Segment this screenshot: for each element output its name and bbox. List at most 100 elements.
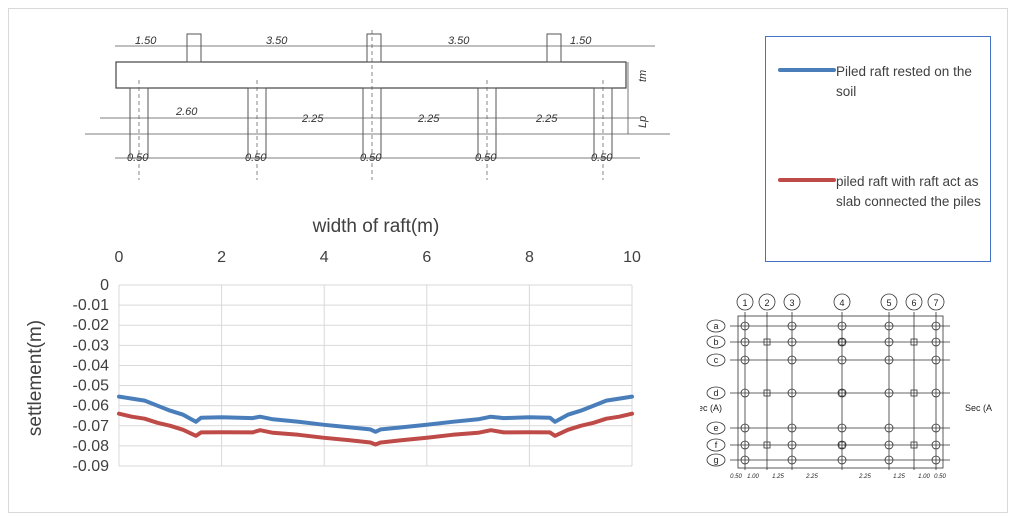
y-tick-label: -0.05 [73,378,110,395]
plan-row-bubble [706,453,726,467]
y-tick-label: -0.04 [73,357,110,374]
pile-circle-symbol [931,337,941,347]
pile-circle-symbol [931,423,941,433]
plan-bottom-dim: 1.00 [918,474,930,480]
dim-top-2: 3.50 [266,35,288,47]
pile-circle-symbol [837,355,847,365]
pile-circle-symbol [884,355,894,365]
x-tick-label: 8 [525,249,534,266]
y-tick-label: -0.06 [73,398,110,415]
axis-ticks: 0 -0.01 -0.02 -0.03 -0.04 -0.05 -0.06 -0.07 -0.0… [73,249,641,475]
pile-circle-symbol [884,321,894,331]
y-tick-label: -0.09 [73,458,110,475]
figure-frame [8,8,1008,513]
plan-row-label: a [713,321,718,331]
plan-column-label: 1 [742,298,747,308]
dim-pile-3: 0.50 [360,152,382,164]
pile-circle-symbol [837,440,847,450]
plan-row-label: c [714,355,719,365]
x-tick-label: 2 [217,249,226,266]
pile-circle-symbol [740,440,750,450]
pile-square-symbol [763,441,771,449]
legend-label-slab: piled raft with raft act as slab connect… [836,174,981,209]
pile-circle-symbol [837,337,847,347]
pile-circle-symbol [787,388,797,398]
dim-top-3: 3.50 [448,35,470,47]
x-tick-label: 6 [422,249,431,266]
plan-row-bubble [706,353,726,367]
pile-circle-symbol [837,321,847,331]
legend-swatch-slab [778,178,836,182]
x-axis-title: width of raft(m) [312,216,440,237]
plan-column-label: 7 [933,298,938,308]
plan-row-label: b [713,337,718,347]
series-line-1 [117,411,634,447]
x-tick-label: 0 [115,249,124,266]
plan-column-label: 4 [839,298,844,308]
legend-label-soil: Piled raft rested on the soil [836,64,972,99]
pile-circle-symbol [787,355,797,365]
plan-row-bubble [706,319,726,333]
chart-legend: Piled raft rested on the soil piled raft… [765,36,991,262]
pile-square-symbol [838,389,846,397]
pile-circle-symbol [884,440,894,450]
pile-circle-symbol [740,355,750,365]
section-label-right: Sec (A [965,403,992,413]
plan-column-label: 6 [911,298,916,308]
pile-square-symbol [910,338,918,346]
plan-bottom-dim: 2.25 [858,474,871,480]
pile-circle-symbol [740,321,750,331]
y-tick-label: -0.07 [73,418,110,435]
plan-bottom-dim: 1.00 [747,474,759,480]
plot-gridlines [118,284,633,467]
pile-circle-symbol [931,455,941,465]
pile-circle-symbol [787,337,797,347]
plan-row-bubble [706,438,726,452]
plan-bottom-dim: 0.50 [934,474,946,480]
pile-circle-symbol [787,440,797,450]
plan-column-bubble [783,293,801,311]
plan-row-bubble [706,421,726,435]
pile-square-symbol [910,389,918,397]
plan-column-bubble [905,293,923,311]
pile-circle-symbol [787,455,797,465]
y-tick-label: -0.08 [73,438,110,455]
dim-pile-4: 0.50 [475,152,497,164]
pile-circle-symbol [787,423,797,433]
plan-column-bubble [758,293,776,311]
pile-circle-symbol [837,455,847,465]
raft-section-drawing: 1.50 3.50 3.50 1.50 2.60 2.25 2.25 2.25 … [85,30,670,180]
plan-column-label: 5 [886,298,891,308]
series-line-0 [117,394,634,434]
dim-mid-4: 2.25 [535,113,558,125]
plan-column-bubble [833,293,851,311]
y-tick-label: -0.03 [73,337,110,354]
dim-pile-length: Lp [637,116,649,128]
plan-column-bubble [880,293,898,311]
legend-swatch-soil [778,68,836,72]
pile-circle-symbol [740,337,750,347]
plan-row-bubble [706,335,726,349]
plan-row-label: f [715,440,718,450]
x-tick-label: 10 [623,249,641,266]
pile-circle-symbol [884,388,894,398]
dim-mid-1: 2.60 [175,106,198,118]
plan-column-bubble [736,293,754,311]
pile-circle-symbol [884,337,894,347]
plan-column-label: 3 [789,298,794,308]
plan-column-bubble [927,293,945,311]
plot-series [117,394,634,447]
y-axis-title: settlement(m) [25,320,46,436]
plan-bottom-dim: 2.25 [805,474,818,480]
pile-circle-symbol [740,423,750,433]
dim-mid-2: 2.25 [301,113,324,125]
pile-square-symbol [838,441,846,449]
plan-border [737,315,944,469]
dim-top-1: 1.50 [135,35,157,47]
plan-bottom-dim: 1.25 [772,474,784,480]
pile-circle-symbol [787,321,797,331]
x-tick-label: 4 [320,249,329,266]
dim-raft-thickness: tm [637,70,649,82]
plan-row-label: d [713,388,718,398]
